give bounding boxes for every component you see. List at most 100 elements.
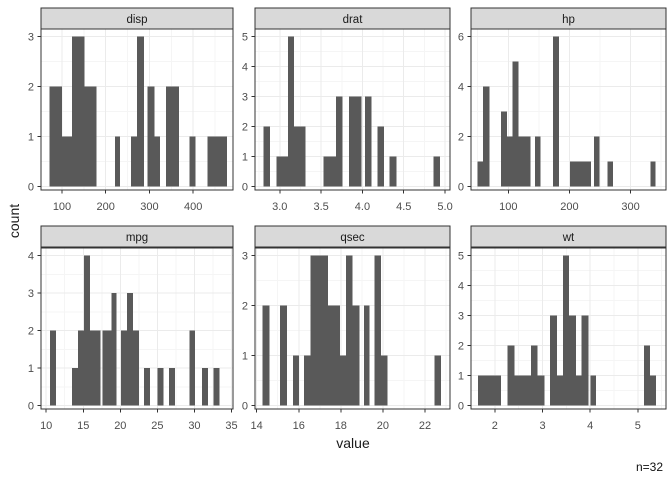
y-tick-label: 2 <box>28 326 34 338</box>
histogram-bar <box>512 61 519 187</box>
histogram-bar <box>563 255 570 406</box>
histogram-bar <box>593 136 600 187</box>
histogram-bar <box>514 375 532 406</box>
histogram-bar <box>323 156 336 187</box>
facet-title: drat <box>343 14 364 26</box>
facet-title: disp <box>126 14 147 26</box>
histogram-bar <box>49 330 56 406</box>
histogram-bar <box>352 305 360 406</box>
histogram-bar <box>556 375 564 406</box>
x-tick-label: 3.5 <box>313 201 328 213</box>
histogram-bar <box>213 368 220 406</box>
histogram-bar <box>581 315 589 406</box>
histogram-bar <box>89 330 101 406</box>
histogram-bar <box>327 305 341 406</box>
facet-strip <box>254 225 451 248</box>
y-tick-label: 1 <box>458 370 464 382</box>
histogram-bar <box>280 305 287 406</box>
histogram-bar <box>478 375 502 406</box>
histogram-bar <box>570 161 591 187</box>
y-tick-label: 1 <box>242 351 248 363</box>
y-tick-label: 4 <box>28 251 34 263</box>
histogram-bar <box>201 368 208 406</box>
facet-strip <box>470 7 667 30</box>
histogram-bar <box>434 355 442 406</box>
x-tick-label: 4.5 <box>396 201 411 213</box>
y-tick-label: 2 <box>458 132 464 144</box>
x-tick-label: 35 <box>225 420 237 432</box>
y-tick-label: 4 <box>458 82 464 94</box>
histogram-bar <box>518 136 531 187</box>
histogram-bar <box>72 36 85 187</box>
x-tick-label: 300 <box>140 201 158 213</box>
facet-mpg: 10 15 20 25 30 35 0 1 2 3 4 mpg <box>28 225 238 432</box>
histogram-bar <box>207 136 227 187</box>
histogram-bar <box>349 96 362 187</box>
histogram-bar <box>303 355 311 406</box>
histogram-bar <box>157 368 164 406</box>
sample-size-annotation: n=32 <box>635 460 663 474</box>
y-tick-label: 5 <box>242 31 248 43</box>
histogram-bar <box>345 255 353 406</box>
histogram-bar <box>84 86 97 187</box>
histogram-bar <box>126 293 133 406</box>
histogram-bar <box>535 136 541 187</box>
histogram-bar <box>650 161 656 187</box>
histogram-bar <box>189 330 196 406</box>
histogram-bar <box>569 315 576 406</box>
histogram-bar <box>131 136 138 187</box>
x-tick-label: 3.0 <box>272 201 287 213</box>
histogram-bar <box>552 36 560 187</box>
y-tick-label: 1 <box>28 363 34 375</box>
x-tick-label: 300 <box>621 201 639 213</box>
y-tick-label: 6 <box>458 32 464 44</box>
histogram-bar <box>169 368 176 406</box>
facet-strip <box>40 7 234 30</box>
x-tick-label: 30 <box>188 420 200 432</box>
histogram-bar <box>288 36 294 187</box>
y-tick-label: 3 <box>242 91 248 103</box>
histogram-bar <box>340 355 346 406</box>
x-tick-label: 4 <box>587 420 593 432</box>
histogram-bar <box>507 345 515 406</box>
histogram-bar <box>111 293 117 406</box>
histogram-bar <box>377 126 384 187</box>
panel-border <box>254 247 451 410</box>
histogram-bar <box>590 375 596 406</box>
histogram-bar <box>61 136 73 187</box>
histogram-bar <box>144 368 150 406</box>
y-tick-label: 0 <box>458 400 464 412</box>
x-tick-label: 20 <box>377 420 389 432</box>
facet-disp: 100 200 300 400 0 1 2 3 disp <box>28 7 234 213</box>
y-tick-label: 2 <box>242 121 248 133</box>
histogram-bar <box>483 86 490 187</box>
panel-border <box>470 247 667 410</box>
y-axis-title: count <box>6 203 22 239</box>
histogram-bar <box>121 330 127 406</box>
histogram-bar <box>389 156 397 187</box>
x-tick-label: 5 <box>635 420 641 432</box>
y-tick-label: 5 <box>458 250 464 262</box>
x-tick-label: 14 <box>251 420 263 432</box>
x-tick-label: 10 <box>40 420 52 432</box>
x-tick-label: 200 <box>97 201 115 213</box>
histogram-bar <box>433 156 441 187</box>
x-tick-label: 4.0 <box>355 201 370 213</box>
x-tick-label: 25 <box>151 420 163 432</box>
histogram-bar <box>381 355 388 406</box>
histogram-bar <box>147 86 155 187</box>
histogram-bar <box>537 375 545 406</box>
histogram-bar <box>649 375 656 406</box>
x-tick-label: 400 <box>184 201 202 213</box>
facet-title: wt <box>562 232 575 244</box>
facet-drat: 3.0 3.5 4.0 4.5 5.0 0 1 2 3 4 5 drat <box>242 7 453 213</box>
histogram-bar <box>293 355 299 406</box>
histogram-bar <box>531 345 538 406</box>
y-tick-label: 4 <box>242 61 248 73</box>
x-tick-label: 18 <box>335 420 347 432</box>
facet-strip <box>254 7 451 30</box>
facet-title: qsec <box>340 232 365 244</box>
x-tick-label: 5.0 <box>437 201 452 213</box>
